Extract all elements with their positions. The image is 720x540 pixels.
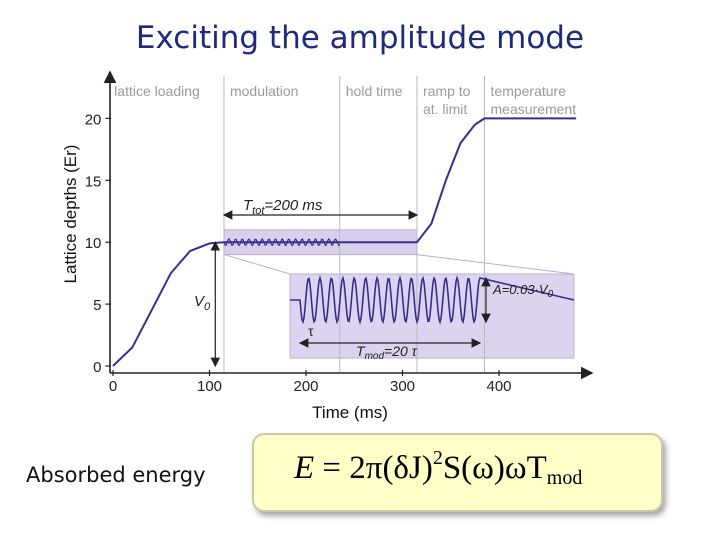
y-tick-label: 10 xyxy=(85,235,102,252)
ttot-label: Ttot=200 ms xyxy=(243,197,323,217)
formula-part-1: = 2π(δJ) xyxy=(314,450,433,486)
phase-label: at. limit xyxy=(423,101,467,117)
x-tick-label: 200 xyxy=(293,378,318,395)
x-tick-label: 100 xyxy=(197,378,222,395)
phase-label: temperature xyxy=(491,83,567,99)
x-axis-label: Time (ms) xyxy=(312,403,388,422)
slide-title: Exciting the amplitude mode xyxy=(135,20,585,56)
v0-label: V0 xyxy=(194,293,211,313)
formula-exponent: 2 xyxy=(432,447,443,469)
phase-label: hold time xyxy=(346,83,403,99)
x-tick-label: 400 xyxy=(486,378,511,395)
phase-label: ramp to xyxy=(423,83,471,99)
lattice-depth-curve xyxy=(112,117,577,367)
y-tick-label: 20 xyxy=(85,111,102,128)
y-tick-label: 0 xyxy=(93,359,101,376)
y-tick-label: 5 xyxy=(93,297,101,314)
formula-box: E = 2π(δJ)2S(ω)ωTmod xyxy=(252,433,663,512)
lattice-depth-chart: lattice loading modulation hold time ramp t… xyxy=(61,70,594,422)
x-tick-label: 0 xyxy=(109,378,117,395)
phase-label: measurement xyxy=(491,101,577,117)
modulation-wiggle xyxy=(223,237,341,247)
zoom-connector xyxy=(223,254,291,275)
phase-label: modulation xyxy=(230,83,299,99)
formula-subscript: mod xyxy=(546,467,583,489)
phase-label: lattice loading xyxy=(114,83,200,99)
tau-label: τ xyxy=(308,323,314,339)
formula-lhs: E xyxy=(294,450,315,486)
zoomed-oscillation xyxy=(290,275,575,325)
absorbed-energy-label: Absorbed energy xyxy=(26,463,206,487)
amplitude-label: A=0.03·V0 xyxy=(492,282,554,300)
y-axis-label: Lattice depths (Er) xyxy=(61,145,80,284)
y-tick-label: 15 xyxy=(85,173,102,190)
formula-part-2: S(ω)ωT xyxy=(442,450,547,486)
x-tick-label: 300 xyxy=(390,378,415,395)
absorbed-energy-formula: E = 2π(δJ)2S(ω)ωTmod xyxy=(294,447,582,490)
zoom-connector xyxy=(416,254,575,275)
